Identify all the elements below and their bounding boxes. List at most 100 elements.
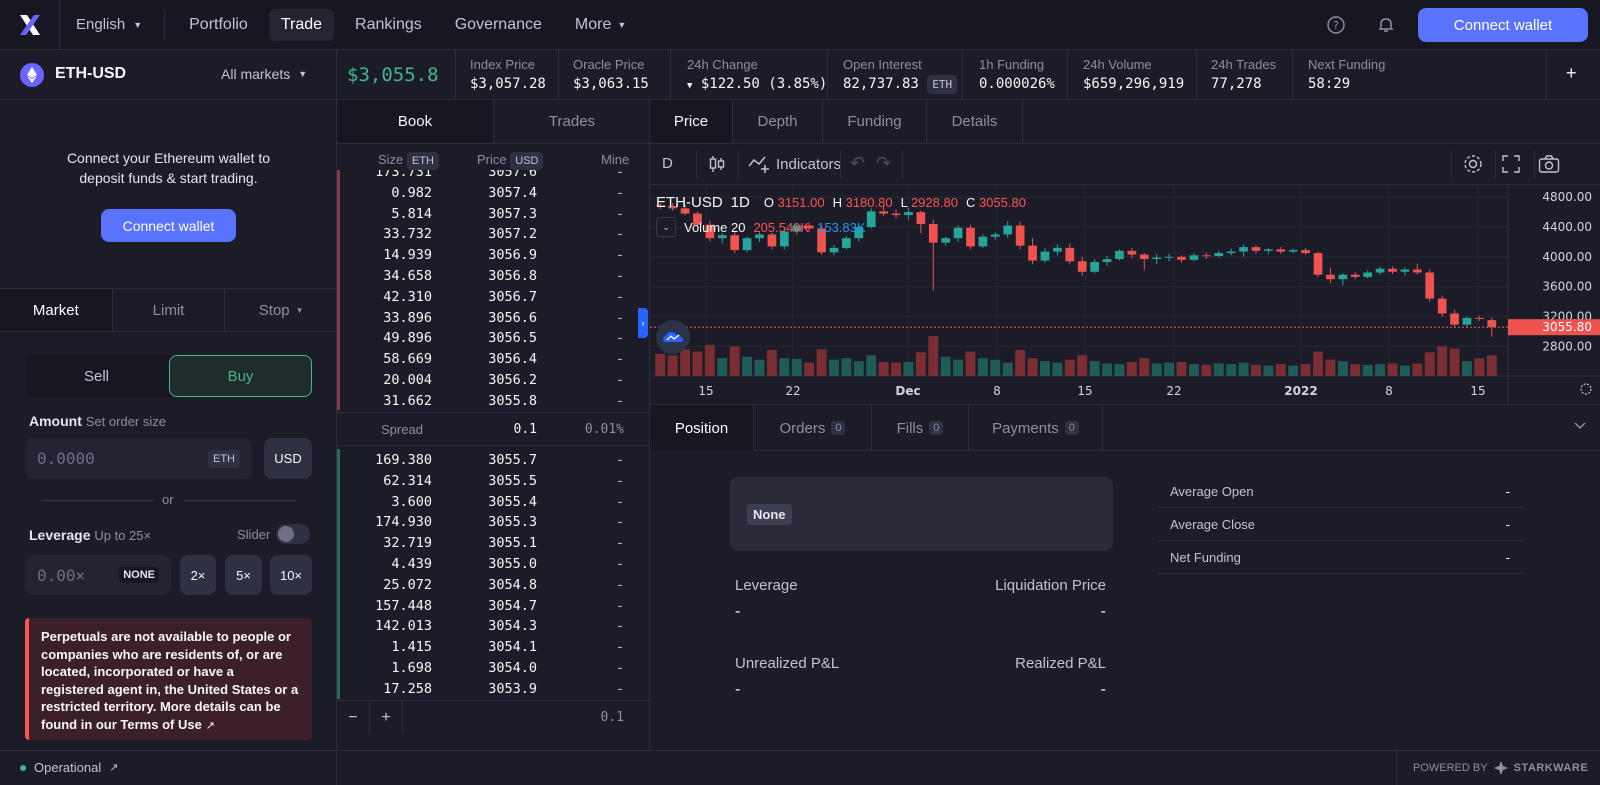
row-size: 20.004 [383,372,432,388]
book-row[interactable]: 157.448 3054.7 - [337,594,650,616]
nav-more[interactable]: More ▼ [563,9,638,41]
tab-details[interactable]: Details [927,100,1023,143]
row-price: 3057.3 [488,205,537,222]
tab-depth[interactable]: Depth [733,100,823,143]
connect-wallet-button[interactable]: Connect wallet [1418,8,1588,42]
undo-icon[interactable]: ↶ [850,153,866,173]
book-row[interactable]: 49.896 3056.5 - [337,327,650,349]
book-row[interactable]: 0.982 3057.4 - [337,181,650,203]
tab-trades[interactable]: Trades [548,113,596,130]
book-row[interactable]: 31.662 3055.8 - [337,389,650,410]
tab-book[interactable]: Book [337,100,494,143]
redo-icon[interactable]: ↷ [876,153,892,173]
settings-gear-icon[interactable] [1462,153,1484,178]
book-row[interactable]: 14.939 3056.9 - [337,244,650,265]
nav-trade[interactable]: Trade [268,8,335,41]
tab-fills[interactable]: Fills 0 [872,405,969,451]
book-row[interactable]: 17.258 3053.9 - [337,677,650,699]
tab-payments[interactable]: Payments 0 [969,405,1103,451]
bell-icon[interactable] [1368,7,1404,43]
add-market-button[interactable]: + [1566,63,1577,83]
book-row[interactable]: 3.600 3055.4 - [337,490,650,512]
slider-toggle[interactable] [276,524,310,544]
connect-wallet-button-left[interactable]: Connect wallet [101,209,236,242]
leverage-input[interactable]: 0.00× NONE [25,555,171,595]
price-chart[interactable]: 4800.004400.004000.003600.003200.002800.… [650,186,1600,404]
book-row[interactable]: 142.013 3054.3 - [337,615,650,637]
usd-toggle-button[interactable]: USD [264,438,312,479]
volume-bar [1226,364,1237,376]
detail-label: Average Close [1170,517,1256,532]
leverage-2x-button[interactable]: 2× [180,555,216,595]
all-markets-dropdown[interactable]: All markets ▼ [221,66,307,82]
book-row[interactable]: 174.930 3055.3 - [337,511,650,533]
tab-orders[interactable]: Orders 0 [754,405,872,451]
book-row[interactable]: 1.698 3054.0 - [337,657,650,678]
zoom-out-button[interactable]: − [337,701,370,735]
tab-price[interactable]: Price [650,100,733,143]
tab-position[interactable]: Position [650,405,754,451]
book-row[interactable]: 42.310 3056.7 - [337,285,650,307]
leverage-10x-button[interactable]: 10× [270,555,312,595]
tab-market[interactable]: Market [0,289,113,331]
amount-input[interactable]: 0.0000 ETH [25,438,252,479]
powered-by[interactable]: POWERED BY STARKWARE [1413,761,1588,775]
collapse-legend-button[interactable]: ⌄ [656,217,676,237]
book-row[interactable]: 4.439 3055.0 - [337,553,650,574]
sell-button[interactable]: Sell [83,367,109,385]
tab-stop-label: Stop [258,301,290,319]
leverage-hint: Up to 25× [94,528,152,543]
tradingview-logo[interactable] [656,320,690,354]
all-markets-label: All markets [221,66,291,82]
chevron-down-icon[interactable] [1572,417,1588,436]
nav-rankings[interactable]: Rankings [355,15,422,33]
book-row[interactable]: 62.314 3055.5 - [337,469,650,491]
buy-button[interactable]: Buy [169,355,312,397]
book-row[interactable]: 169.380 3055.7 - [337,449,650,470]
x-tick-label: 2022 [1284,384,1317,398]
book-row[interactable]: 20.004 3056.2 - [337,369,650,390]
indicators-icon [748,156,769,173]
nav-governance[interactable]: Governance [454,15,542,33]
volume-bar [1437,346,1448,376]
status-indicator[interactable]: Operational ↗ [20,760,118,775]
detail-value: - [1505,550,1510,565]
row-size: 49.896 [383,330,432,347]
price-header: Price USD [477,152,544,170]
leverage-5x-button[interactable]: 5× [225,555,262,595]
fullscreen-icon[interactable] [1501,154,1521,177]
tab-funding[interactable]: Funding [823,100,927,143]
axis-settings-icon [1580,383,1592,395]
candles-icon[interactable] [708,154,726,177]
camera-icon[interactable] [1538,154,1560,177]
depth-bar [337,573,340,595]
depth-bar [337,490,340,512]
book-row[interactable]: 173.731 3057.6 - [337,170,650,182]
stat-value: $3,063.15 [573,76,649,92]
interval-button[interactable]: D [662,155,673,172]
warning-text: Perpetuals are not available to people o… [41,629,299,732]
zoom-in-button[interactable]: + [370,701,403,735]
book-row[interactable]: 32.719 3055.1 - [337,532,650,553]
book-row[interactable]: 58.669 3056.4 - [337,348,650,369]
tab-limit[interactable]: Limit [113,289,226,331]
brand-label: STARKWARE [1513,762,1589,774]
book-row[interactable]: 1.415 3054.1 - [337,636,650,657]
row-size: 42.310 [383,288,432,305]
book-row[interactable]: 25.072 3054.8 - [337,573,650,595]
book-row[interactable]: 34.658 3056.8 - [337,265,650,286]
tab-stop[interactable]: Stop ▼ [225,289,337,331]
nav-portfolio[interactable]: Portfolio [189,15,248,33]
language-select[interactable]: English ▼ [60,9,166,40]
x-tick-label: 22 [785,384,800,398]
nav-more-label: More [574,15,612,33]
volume-bar [1126,361,1137,376]
book-row[interactable]: 33.732 3057.2 - [337,223,650,245]
book-row[interactable]: 5.814 3057.3 - [337,202,650,224]
external-link-icon[interactable]: ↗ [205,719,215,732]
indicators-button[interactable]: Indicators [748,154,841,174]
dydx-logo[interactable] [0,0,60,50]
book-row[interactable]: 33.896 3056.6 - [337,306,650,328]
help-icon[interactable]: ? [1318,7,1354,43]
chart-collapse-handle[interactable]: › [638,308,648,338]
